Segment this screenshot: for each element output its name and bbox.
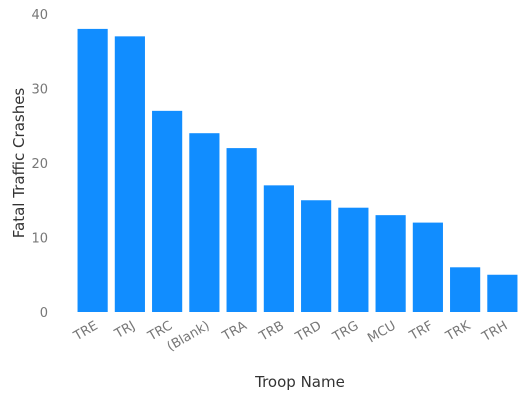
x-tick-label: TRG bbox=[330, 318, 362, 345]
x-tick-label: TRK bbox=[443, 318, 474, 344]
y-tick-label: 30 bbox=[31, 83, 48, 98]
bar[interactable] bbox=[450, 267, 480, 312]
bar[interactable] bbox=[227, 148, 257, 312]
y-axis-ticks: 0 10 20 30 40 bbox=[31, 8, 48, 321]
bar[interactable] bbox=[376, 215, 406, 312]
bar[interactable] bbox=[301, 200, 331, 312]
x-axis-ticks: TRE TRJ TRC(Blank) TRA TRB TRD TRG MCU TRF TRK TRH bbox=[70, 318, 510, 354]
bar[interactable] bbox=[413, 223, 443, 312]
x-axis-title: Troop Name bbox=[254, 373, 345, 391]
x-tick-label: TRE bbox=[70, 318, 100, 344]
y-tick-label: 0 bbox=[40, 306, 48, 321]
x-tick-label: TRF bbox=[406, 318, 436, 344]
y-axis-title: Fatal Traffic Crashes bbox=[10, 88, 28, 239]
bar[interactable] bbox=[115, 36, 145, 312]
bar[interactable] bbox=[189, 133, 219, 312]
x-tick-label: TRJ bbox=[111, 318, 137, 342]
y-tick-label: 20 bbox=[31, 157, 48, 172]
bars bbox=[78, 29, 518, 312]
x-tick-label: (Blank) bbox=[165, 318, 213, 354]
x-tick-label: TRB bbox=[256, 318, 287, 344]
bar[interactable] bbox=[487, 275, 517, 312]
bar[interactable] bbox=[78, 29, 108, 312]
x-tick-label: TRH bbox=[479, 318, 511, 345]
bar[interactable] bbox=[152, 111, 182, 312]
x-tick-label: TRD bbox=[292, 318, 324, 345]
y-tick-label: 10 bbox=[31, 232, 48, 247]
y-tick-label: 40 bbox=[31, 8, 48, 23]
x-tick-label: TRA bbox=[219, 318, 249, 344]
bar[interactable] bbox=[264, 185, 294, 312]
bar[interactable] bbox=[338, 208, 368, 312]
x-tick-label: MCU bbox=[365, 318, 398, 346]
